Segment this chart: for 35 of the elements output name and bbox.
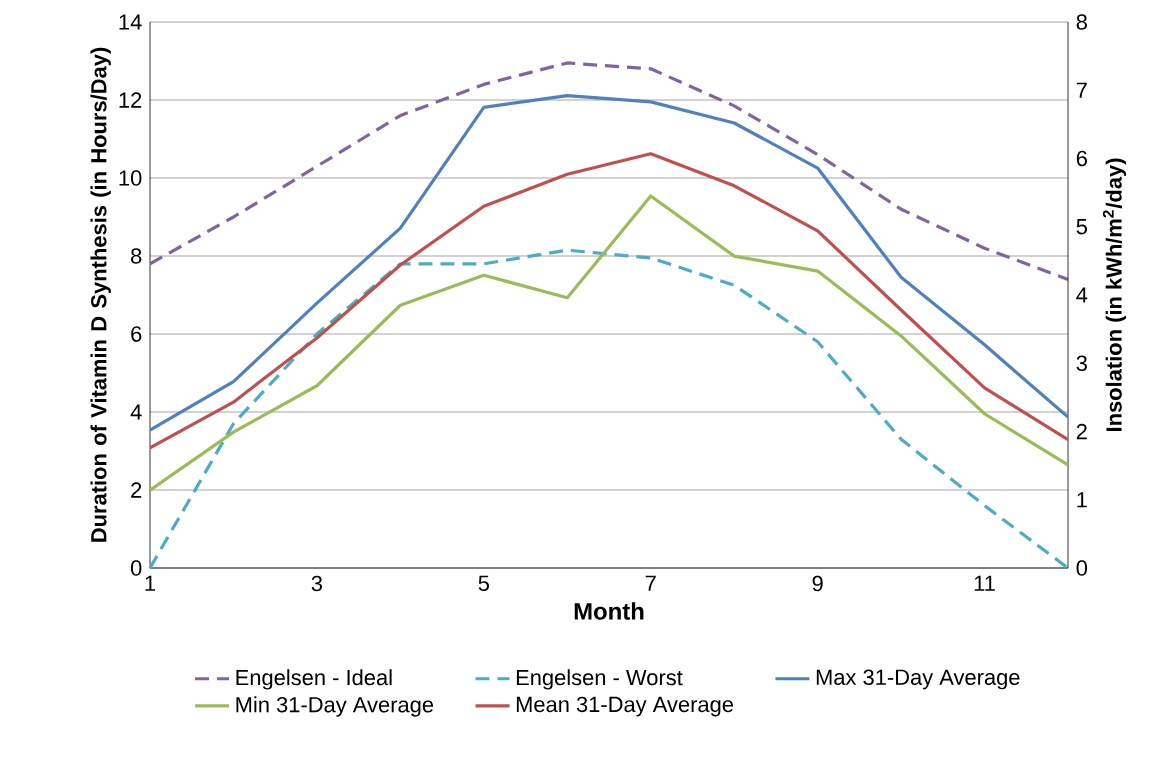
y2-tick-label: 3 [1076,355,1087,372]
y-tick-label: 8 [131,248,142,264]
y-tick-label: 2 [131,482,142,498]
y2-axis-title: Insolation (in kWh/m$^{2}$/day) [1102,158,1127,432]
x-tick-label: 11 [974,575,995,591]
y-axis-title: Duration of Vitamin D Synthesis (in Hours/Day) [90,47,111,542]
y2-tick-label: 7 [1076,82,1087,98]
legend-label: Min 31-Day Average [236,696,434,717]
x-tick-label: 3 [311,575,323,592]
y2-tick-label: 4 [1076,287,1088,303]
y-tick-label: 6 [131,326,142,342]
y2-tick-label: 6 [1076,150,1087,167]
x-tick-label: 5 [478,575,489,591]
x-axis-title: Month [574,602,644,620]
y-tick-label: 4 [130,404,142,420]
x-tick-label: 7 [645,575,656,591]
line-series [150,94,1069,432]
legend-label: Max 31-Day Average [816,669,1020,690]
line-series [150,152,1069,450]
legend-label: Engelsen - Ideal [236,669,392,690]
x-tick-label: 9 [812,575,823,592]
y2-tick-label: 5 [1076,219,1087,235]
legend-label: Mean 31-Day Average [516,696,734,717]
y-tick-label: 0 [130,560,142,576]
y2-tick-label: 1 [1077,492,1087,508]
legend-label: Engelsen - Worst [516,669,683,690]
y-tick-label: 12 [119,92,142,108]
line-series [150,194,1069,492]
line-series [150,61,1069,281]
y-tick-label: 14 [119,14,142,30]
y2-tick-label: 2 [1076,423,1087,440]
y2-tick-label: 0 [1076,560,1088,576]
y-tick-label: 10 [119,170,142,186]
x-tick-label: 1 [145,575,156,591]
y2-tick-label: 8 [1076,14,1087,30]
